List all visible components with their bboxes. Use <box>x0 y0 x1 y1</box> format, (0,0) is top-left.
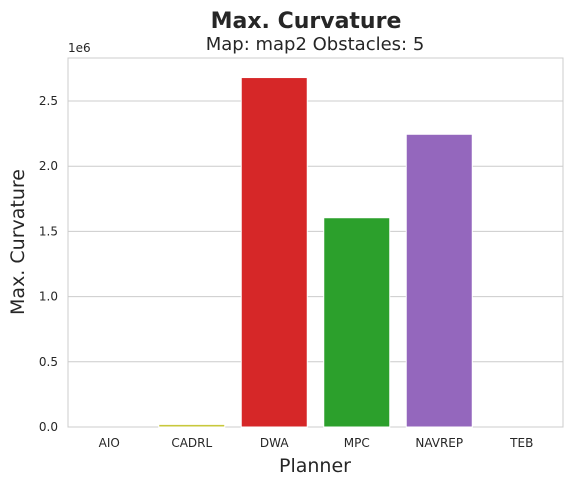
chart-title: Max. Curvature <box>211 9 402 34</box>
x-tick-label-dwa: DWA <box>260 436 289 450</box>
y-tick-label: 0.0 <box>39 420 58 434</box>
x-tick-label-aio: AIO <box>99 436 120 450</box>
x-axis-ticks: AIO CADRL DWA MPC NAVREP TEB <box>99 436 534 450</box>
x-tick-label-teb: TEB <box>509 436 533 450</box>
y-tick-label: 0.5 <box>39 355 58 369</box>
x-tick-label-mpc: MPC <box>344 436 370 450</box>
y-tick-label: 2.0 <box>39 159 58 173</box>
y-axis-ticks: 0.0 0.5 1.0 1.5 2.0 2.5 <box>39 94 58 434</box>
plot-area <box>67 57 564 428</box>
y-tick-label: 1.0 <box>39 290 58 304</box>
bar-navrep <box>405 133 473 428</box>
y-axis-label: Max. Curvature <box>7 169 29 315</box>
y-axis-offset-label: 1e6 <box>68 41 91 55</box>
bars <box>158 77 473 428</box>
x-tick-label-navrep: NAVREP <box>415 436 463 450</box>
bar-mpc <box>323 217 391 428</box>
y-tick-label: 2.5 <box>39 94 58 108</box>
bar-dwa <box>240 77 308 428</box>
x-tick-label-cadrl: CADRL <box>171 436 212 450</box>
gridlines <box>68 100 563 428</box>
y-tick-label: 1.5 <box>39 224 58 238</box>
bar-cadrl <box>158 423 226 428</box>
chart-subtitle: Map: map2 Obstacles: 5 <box>206 34 425 55</box>
x-axis-label: Planner <box>279 455 351 477</box>
